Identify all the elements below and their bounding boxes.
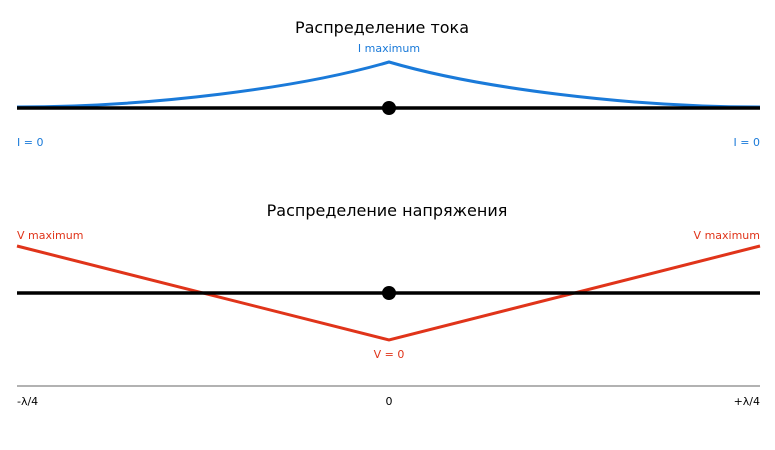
feed-point: [382, 286, 396, 300]
voltage-left-label: V maximum: [17, 229, 83, 242]
voltage-title: Распределение напряжения: [267, 201, 508, 220]
current-curve: [16, 60, 761, 109]
axis-label: 0: [386, 395, 393, 408]
axis-label: -λ/4: [17, 395, 38, 408]
current-peak-label: I maximum: [358, 42, 420, 55]
voltage-right-label: V maximum: [694, 229, 760, 242]
current-left-label: I = 0: [17, 136, 43, 149]
voltage-curve: [16, 244, 761, 342]
axis-label: +λ/4: [734, 395, 760, 408]
current-right-label: I = 0: [734, 136, 760, 149]
voltage-min-label: V = 0: [374, 348, 405, 361]
feed-point: [382, 101, 396, 115]
current-title: Распределение тока: [295, 18, 469, 37]
